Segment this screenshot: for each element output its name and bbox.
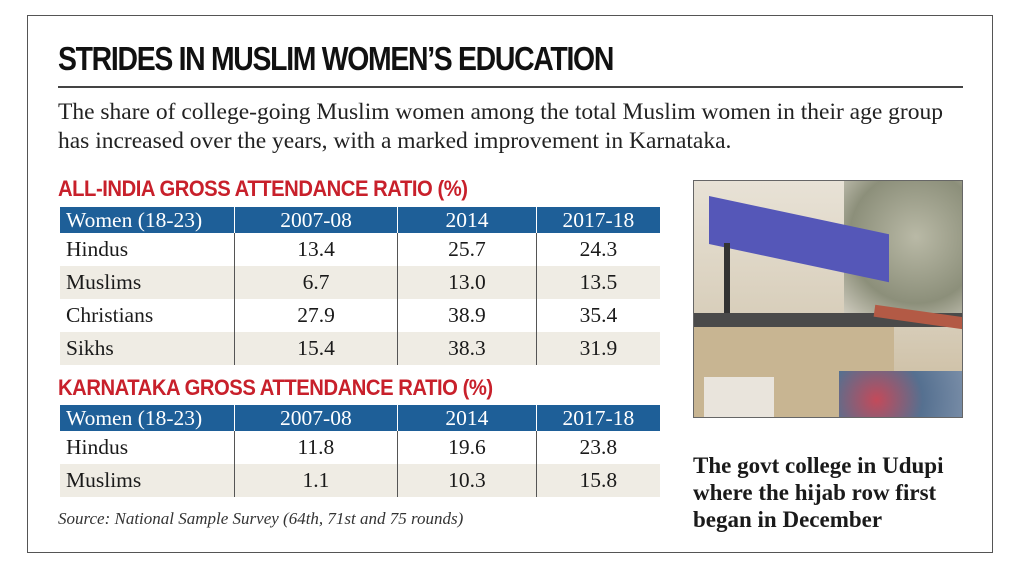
value-cell: 1.1 <box>233 464 398 497</box>
group-label: Muslims <box>60 464 235 497</box>
table-row: Muslims 6.7 13.0 13.5 <box>60 266 660 299</box>
value-cell: 38.3 <box>397 332 537 365</box>
table-title-all-india: ALL-INDIA GROSS ATTENDANCE RATIO (%) <box>58 176 468 201</box>
column-header: 2014 <box>397 405 537 431</box>
table-row: Christians 27.9 38.9 35.4 <box>60 299 660 332</box>
photo-caption: The govt college in Udupi where the hija… <box>693 453 944 532</box>
infographic-frame <box>27 15 993 553</box>
source-note: Source: National Sample Survey (64th, 71… <box>58 509 464 528</box>
value-cell: 24.3 <box>535 233 660 266</box>
table-karnataka: Women (18-23) 2007-08 2014 2017-18 Hindus 11.… <box>60 405 660 497</box>
table-title-karnataka: KARNATAKA GROSS ATTENDANCE RATIO (%) <box>58 375 493 400</box>
value-cell: 10.3 <box>397 464 537 497</box>
divider <box>58 86 963 88</box>
header-row: Women (18-23) 2007-08 2014 2017-18 <box>60 207 660 233</box>
group-label: Sikhs <box>60 332 235 365</box>
subtitle: The share of college-going Muslim women … <box>58 99 943 154</box>
table-row: Muslims 1.1 10.3 15.8 <box>60 464 660 497</box>
college-photo <box>693 180 963 418</box>
value-cell: 13.5 <box>535 266 660 299</box>
value-cell: 27.9 <box>233 299 398 332</box>
value-cell: 35.4 <box>535 299 660 332</box>
value-cell: 19.6 <box>397 431 537 464</box>
table-row: Hindus 13.4 25.7 24.3 <box>60 233 660 266</box>
value-cell: 23.8 <box>535 431 660 464</box>
column-header: 2014 <box>397 207 537 233</box>
group-label: Christians <box>66 303 154 327</box>
table-row: Sikhs 15.4 38.3 31.9 <box>60 332 660 365</box>
column-header: 2017-18 <box>535 207 660 233</box>
column-header: 2007-08 <box>233 405 398 431</box>
column-header: 2017-18 <box>535 405 660 431</box>
value-cell: 15.8 <box>535 464 660 497</box>
value-cell: 38.9 <box>397 299 537 332</box>
value-cell: 15.4 <box>233 332 398 365</box>
group-label: Muslims <box>60 266 235 299</box>
value-cell: 31.9 <box>535 332 660 365</box>
column-header: 2007-08 <box>233 207 398 233</box>
headline: STRIDES IN MUSLIM WOMEN’S EDUCATION <box>58 40 614 77</box>
value-cell: 11.8 <box>233 431 398 464</box>
value-cell: 13.4 <box>233 233 398 266</box>
header-row: Women (18-23) 2007-08 2014 2017-18 <box>60 405 660 431</box>
value-cell: 25.7 <box>397 233 537 266</box>
table-row: Hindus 11.8 19.6 23.8 <box>60 431 660 464</box>
table-all-india: Women (18-23) 2007-08 2014 2017-18 Hindus 13.… <box>60 207 660 365</box>
group-label: Hindus <box>66 237 129 261</box>
value-cell: 13.0 <box>397 266 537 299</box>
group-label: Hindus <box>66 435 129 459</box>
column-header: Women (18-23) <box>60 207 235 233</box>
column-header: Women (18-23) <box>60 405 235 431</box>
value-cell: 6.7 <box>233 266 398 299</box>
